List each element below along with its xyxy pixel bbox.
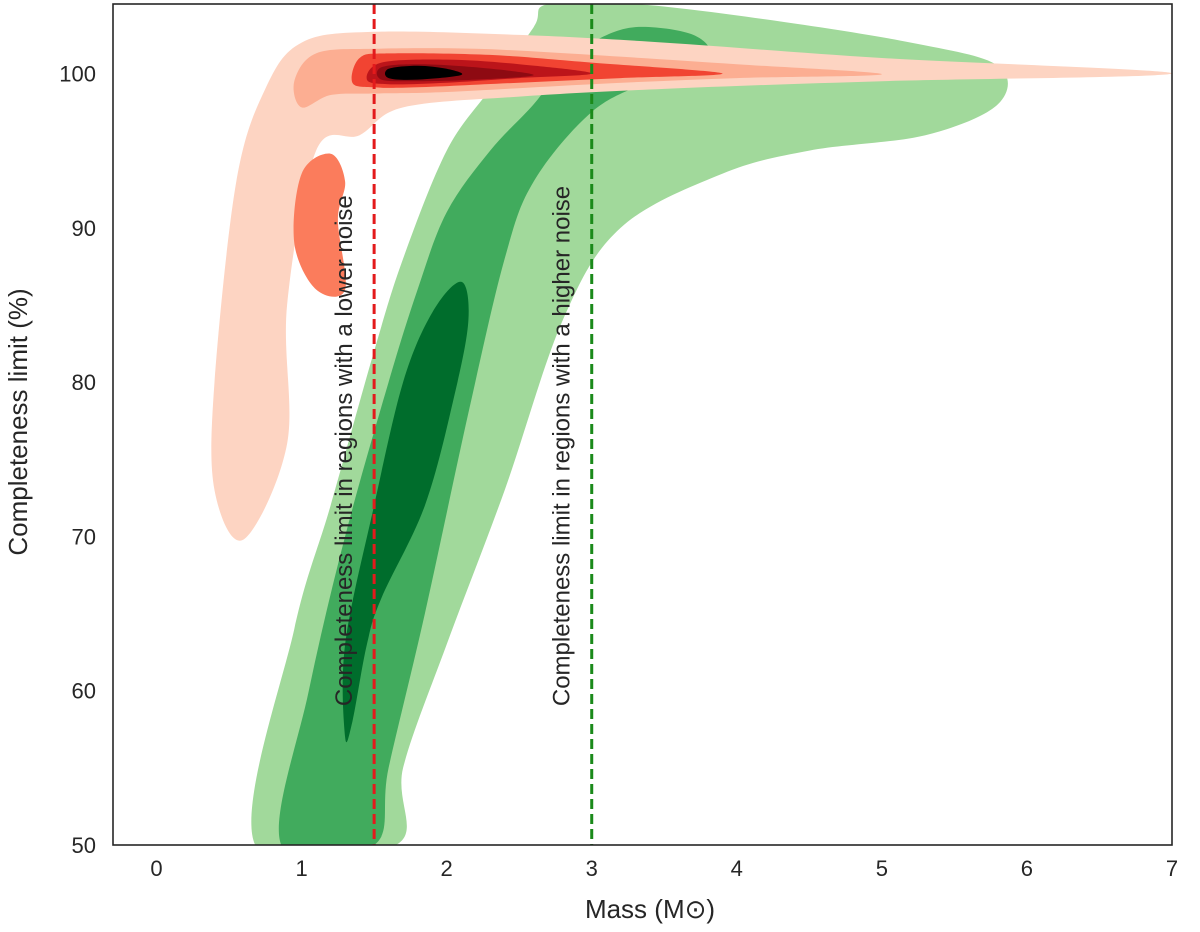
higher-noise-regions-contour-level-1 bbox=[251, 4, 1008, 845]
lower-noise-limit-annotation: Completeness limit in regions with a low… bbox=[331, 195, 358, 706]
higher-noise-regions-contour-level-2 bbox=[278, 26, 711, 845]
y-tick-label: 60 bbox=[72, 679, 96, 704]
contour-layer bbox=[211, 4, 1172, 845]
higher-noise-regions-contour-level-3 bbox=[342, 281, 469, 743]
x-axis-label: Mass (M⊙) bbox=[585, 894, 715, 924]
vline-layer bbox=[372, 4, 594, 845]
x-tick-labels: 0 1 2 3 4 5 6 7 bbox=[150, 856, 1178, 881]
y-axis-label: Completeness limit (%) bbox=[3, 288, 33, 555]
x-tick-label: 5 bbox=[876, 856, 888, 881]
y-tick-label: 70 bbox=[72, 524, 96, 549]
y-tick-label: 90 bbox=[72, 216, 96, 241]
x-tick-label: 3 bbox=[586, 856, 598, 881]
x-tick-label: 1 bbox=[295, 856, 307, 881]
y-tick-label: 50 bbox=[72, 833, 96, 858]
higher-noise-limit-annotation: Completeness limit in regions with a hig… bbox=[549, 186, 576, 706]
x-tick-label: 4 bbox=[731, 856, 743, 881]
plot-frame bbox=[112, 3, 1173, 846]
x-tick-label: 0 bbox=[150, 856, 162, 881]
y-tick-label: 80 bbox=[72, 370, 96, 395]
y-tick-label: 100 bbox=[59, 61, 96, 86]
y-tick-labels: 50 60 70 80 90 100 bbox=[59, 61, 96, 858]
lower-noise-regions-contour-level-7 bbox=[385, 65, 463, 80]
x-tick-label: 6 bbox=[1021, 856, 1033, 881]
x-tick-label: 2 bbox=[441, 856, 453, 881]
x-tick-label: 7 bbox=[1166, 856, 1178, 881]
lower-noise-regions-contour-level-3 bbox=[293, 153, 346, 297]
